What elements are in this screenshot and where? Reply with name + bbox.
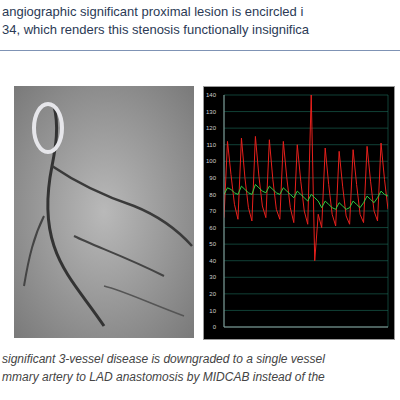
- html-text:angiographic significant proxi: angiographic significant proximal lesion…: [2, 4, 304, 19]
- svg-text:0: 0: [213, 324, 217, 330]
- svg-text:20: 20: [209, 291, 216, 297]
- svg-text:60: 60: [209, 225, 216, 231]
- svg-text:50: 50: [209, 241, 216, 247]
- html-text:significant 3-vessel disease i: significant 3-vessel disease is downgrad…: [2, 352, 325, 366]
- svg-text:80: 80: [209, 192, 216, 198]
- svg-text:10: 10: [209, 308, 216, 314]
- svg-text:140: 140: [206, 92, 217, 98]
- svg-text:120: 120: [206, 125, 217, 131]
- html-text:mmary artery to LAD anastomosi: mmary artery to LAD anastomosis by MIDCA…: [2, 370, 325, 384]
- svg-text:110: 110: [206, 142, 216, 148]
- svg-text:90: 90: [209, 175, 216, 181]
- svg-text:40: 40: [209, 258, 216, 264]
- svg-text:30: 30: [209, 274, 216, 280]
- svg-text:70: 70: [209, 208, 216, 214]
- html-text:34, which renders this stenosi: 34, which renders this stenosis function…: [2, 22, 310, 37]
- svg-text:100: 100: [206, 158, 217, 164]
- svg-text:130: 130: [206, 109, 217, 115]
